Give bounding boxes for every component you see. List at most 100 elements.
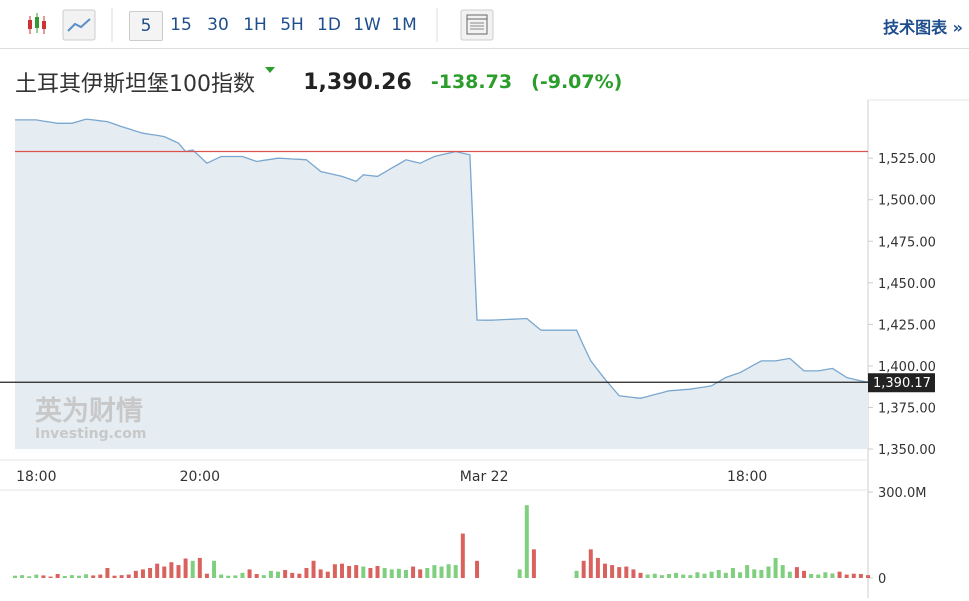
volume-bar <box>283 569 288 578</box>
volume-bar <box>851 573 856 578</box>
volume-bar <box>460 533 465 578</box>
volume-bar <box>361 566 366 578</box>
toolbar-icons <box>28 8 494 42</box>
volume-bar <box>41 575 46 578</box>
x-tick-label: 18:00 <box>727 469 767 485</box>
volume-bar <box>297 573 302 578</box>
volume-bar <box>396 568 401 578</box>
interval-button[interactable]: 30 <box>207 15 229 35</box>
quote-header: 土耳其伊斯坦堡100指数 1,390.26 -138.73 (-9.07%) <box>15 66 622 98</box>
y-tick-label: 1,475.00 <box>878 235 936 250</box>
volume-bar <box>254 573 259 578</box>
interval-button[interactable]: 5H <box>280 15 304 35</box>
volume-bar <box>652 573 657 578</box>
volume-bar <box>311 560 316 578</box>
y-tick-label: 1,425.00 <box>878 318 936 333</box>
volume-bar <box>119 575 124 578</box>
volume-bar <box>439 566 444 578</box>
last-price-label: 1,390.17 <box>873 376 931 391</box>
change-percent: (-9.07%) <box>531 71 623 93</box>
volume-bar <box>681 574 686 578</box>
volume-bar <box>183 558 188 578</box>
volume-bar <box>823 572 828 578</box>
volume-bar <box>133 570 138 578</box>
volume-bar <box>318 569 323 578</box>
candle-icon[interactable] <box>28 13 46 34</box>
instrument-name: 土耳其伊斯坦堡100指数 <box>15 72 255 97</box>
y-tick-label: 1,350.00 <box>878 443 936 458</box>
volume-bar <box>766 566 771 578</box>
price-area <box>15 119 868 449</box>
volume-bar <box>517 569 522 578</box>
volume-bar <box>688 575 693 578</box>
volume-bar <box>375 565 380 578</box>
y-tick-label: 1,525.00 <box>878 152 936 167</box>
volume-bar <box>55 573 60 578</box>
volume-bar <box>176 565 181 578</box>
volume-bar <box>126 574 131 578</box>
volume-bar <box>787 571 792 578</box>
volume-bar <box>574 570 579 578</box>
volume-bar <box>581 560 586 578</box>
interval-button[interactable]: 1W <box>353 15 381 35</box>
line-icon[interactable] <box>62 9 96 41</box>
volume-bar <box>830 573 835 578</box>
x-tick-label: Mar 22 <box>460 469 509 485</box>
volume-bar <box>816 574 821 578</box>
volume-bar <box>76 575 81 578</box>
volume-bar <box>745 565 750 578</box>
volume-bar <box>780 565 785 578</box>
volume-bar <box>809 573 814 578</box>
volume-bar <box>112 575 117 578</box>
volume-bar <box>197 557 202 578</box>
volume-bar <box>304 567 309 578</box>
last-price-box <box>868 373 935 393</box>
volume-bar <box>858 573 863 578</box>
volume-bar <box>276 571 281 578</box>
table-icon[interactable] <box>460 9 494 41</box>
volume-bar <box>339 563 344 578</box>
y-tick-label: 1,375.00 <box>878 401 936 416</box>
volume-bar <box>91 575 96 578</box>
x-tick-label: 20:00 <box>180 469 220 485</box>
interval-button[interactable]: 15 <box>170 15 192 35</box>
volume-bar <box>595 557 600 578</box>
volume-bar <box>190 560 195 578</box>
volume-bar <box>212 560 217 578</box>
watermark: 英为财情 <box>35 396 143 427</box>
volume-bar <box>524 505 529 578</box>
volume-bar <box>332 564 337 578</box>
volume-bar <box>69 575 74 578</box>
volume-bar <box>702 573 707 578</box>
volume-bar <box>84 574 89 578</box>
volume-bar <box>20 575 25 578</box>
volume-bar <box>752 569 757 578</box>
volume-bar <box>204 573 209 578</box>
interval-button[interactable]: 1H <box>243 15 267 35</box>
volume-bar <box>169 562 174 578</box>
volume-bar <box>347 565 352 578</box>
technical-chart-link[interactable]: 技术图表 » <box>883 18 963 37</box>
volume-bar <box>155 563 160 578</box>
volume-bar <box>403 569 408 578</box>
interval-button[interactable]: 1M <box>391 15 417 35</box>
volume-bar <box>659 575 664 578</box>
last-price: 1,390.26 <box>303 69 412 95</box>
volume-bar <box>446 564 451 578</box>
volume-bar <box>453 565 458 578</box>
plot-layer: 1,350.00 1,375.00 1,400.00 1,425.00 1,450.00… <box>0 99 969 598</box>
y-tick-label: 300.0M <box>878 486 926 501</box>
volume-bar <box>531 549 536 578</box>
volume-bar <box>802 570 807 578</box>
x-tick-label: 18:00 <box>16 469 56 485</box>
volume-bar <box>709 571 714 578</box>
volume-bar <box>674 572 679 578</box>
interval-button[interactable]: 5 <box>129 11 163 41</box>
interval-button[interactable]: 1D <box>317 15 341 35</box>
price-line <box>15 118 869 399</box>
volume-bar <box>794 567 799 578</box>
volume-bar <box>617 567 622 578</box>
volume-bar <box>638 572 643 578</box>
volume-bar <box>48 576 53 578</box>
